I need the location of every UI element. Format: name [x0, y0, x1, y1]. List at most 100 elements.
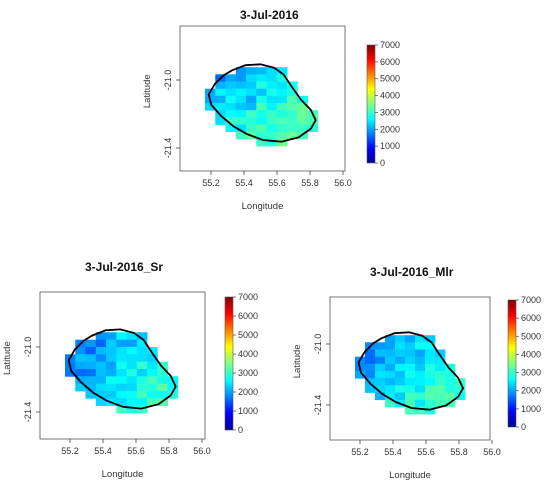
raster-cell [405, 392, 416, 401]
colorbar-tick-label: 4000 [521, 349, 541, 359]
raster-cell [235, 81, 247, 90]
x-tick-label: 55.8 [160, 446, 178, 456]
raster-cell [365, 349, 376, 358]
raster-cell [157, 376, 168, 384]
raster-cell [266, 74, 278, 82]
coastline [357, 331, 465, 411]
raster-cell [147, 391, 158, 399]
raster-cell [266, 131, 278, 140]
raster-cell [75, 347, 86, 355]
raster-cell [75, 383, 86, 392]
x-tick-label: 55.2 [61, 446, 79, 456]
raster-cell [95, 332, 107, 340]
raster-cell [405, 342, 416, 350]
y-axis-label: Latitude [292, 344, 303, 378]
colorbar-tick-label: 7000 [380, 40, 400, 50]
colorbar-tick-label: 7000 [238, 292, 258, 302]
raster-cell [276, 110, 288, 118]
raster-cell [385, 371, 396, 379]
x-axis-label: Longitude [102, 469, 144, 480]
raster-cell [95, 339, 107, 348]
raster-cell [95, 376, 107, 384]
colorbar [507, 299, 517, 428]
raster-cell [425, 399, 436, 408]
colorbar-tick-label: 6000 [238, 311, 258, 321]
raster-cell [95, 369, 107, 377]
raster-cell [235, 95, 247, 104]
raster-cell [246, 88, 257, 97]
raster-cell [106, 369, 117, 377]
raster-cell [225, 81, 237, 90]
raster-cell [276, 117, 288, 125]
raster-cell [256, 74, 267, 82]
raster-cell [215, 117, 226, 125]
x-tick-label: 56.0 [483, 447, 501, 457]
y-tick-label: -21.0 [163, 70, 173, 91]
raster-cell [126, 332, 138, 340]
raster-cell [85, 391, 97, 399]
raster-cell [95, 354, 107, 362]
colorbar-tick-label: 6000 [380, 57, 400, 67]
colorbar-tick-label: 1000 [238, 406, 258, 416]
colorbar [366, 44, 376, 164]
raster-cell [157, 369, 168, 377]
raster-cell [75, 369, 86, 377]
map-plot-top: 55.2 55.4 55.6 55.8 56.0 -21.0 -21.4 Longitude L… [142, 25, 400, 212]
raster-cell [287, 110, 298, 118]
x-axis-label: Longitude [389, 470, 431, 481]
raster-cell [287, 88, 298, 97]
raster-cell [395, 349, 406, 358]
raster-cell [246, 74, 257, 82]
raster-cell [106, 339, 117, 348]
raster-cell [167, 383, 179, 392]
raster-cell [287, 124, 298, 133]
raster-cell [297, 95, 308, 104]
raster-cell [385, 399, 396, 408]
colorbar-tick-label: 4000 [238, 349, 258, 359]
raster-cell [375, 349, 386, 358]
raster-cell [215, 81, 226, 90]
raster-cell [215, 103, 226, 111]
raster-cell [256, 67, 267, 75]
raster-cell [85, 339, 97, 348]
raster-cell [95, 391, 107, 399]
raster-cell [287, 95, 298, 104]
raster-cell [276, 131, 288, 140]
colorbar-tick-label: 2000 [238, 387, 258, 397]
raster-cell [136, 369, 148, 377]
raster-cell [297, 124, 308, 133]
raster-cell [116, 369, 127, 377]
raster-cell [415, 392, 426, 401]
raster-cell [106, 361, 117, 370]
raster-cell [147, 376, 158, 384]
raster-cell [75, 361, 86, 370]
x-tick-label: 55.8 [301, 178, 319, 188]
raster-cell [307, 124, 319, 133]
raster-cell [425, 363, 436, 372]
raster-cell [425, 371, 436, 379]
raster-cell [415, 335, 426, 343]
y-tick-label: -21.0 [313, 334, 323, 355]
raster-cell [425, 356, 436, 365]
raster-cell [276, 74, 288, 82]
raster-cell [75, 354, 86, 362]
raster-cell [266, 124, 278, 133]
y-tick-label: -21.4 [313, 395, 323, 416]
raster-cell [455, 385, 466, 393]
raster-cell [256, 95, 267, 104]
raster-cell [395, 371, 406, 379]
x-tick-label: 56.0 [334, 178, 352, 188]
x-tick-label: 55.6 [268, 178, 286, 188]
raster-cell [225, 95, 237, 104]
raster-cell [256, 124, 267, 133]
raster-cell [297, 103, 308, 111]
panel-title: 3-Jul-2016_Sr [85, 260, 164, 274]
raster-cell [435, 392, 446, 401]
raster-cell [95, 383, 107, 392]
raster-cell [395, 335, 406, 343]
map-plot-sr: 55.2 55.4 55.6 55.8 56.0 -21.0 -21.4 Longitude L… [2, 291, 258, 480]
map-panel-mlr: 3-Jul-2016_Mlr 55.2 55.4 55.6 55.8 56.0 -21.0… [275, 240, 550, 501]
raster-cell [415, 371, 426, 379]
raster-cell [385, 392, 396, 401]
raster-cell [297, 110, 308, 118]
